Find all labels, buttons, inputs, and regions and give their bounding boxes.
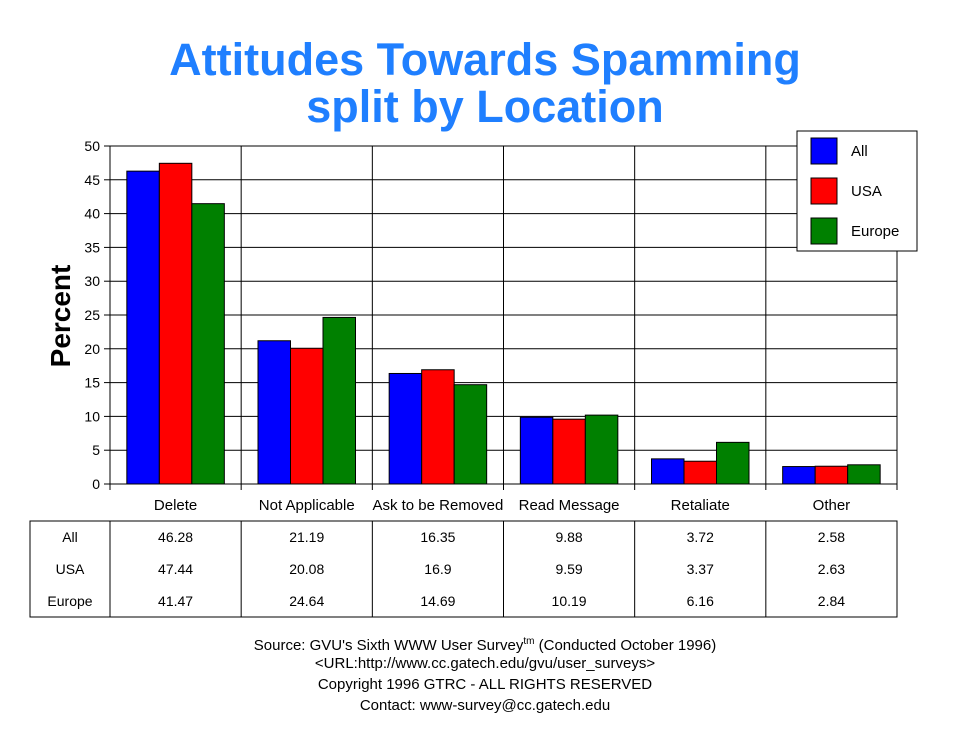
y-tick-label: 0	[92, 476, 100, 492]
legend-label: USA	[851, 183, 882, 200]
legend-swatch	[810, 137, 838, 165]
table-row-label: USA	[56, 561, 85, 577]
table-cell: 2.58	[818, 529, 845, 545]
chart-subtitle: split by Location	[306, 81, 664, 132]
footer-source-text: Source: GVU's Sixth WWW User Survey	[253, 637, 524, 654]
table-cell: 2.63	[818, 561, 845, 577]
bar-europe-ask-to-be-removed	[453, 384, 488, 485]
footer-copyright: Copyright 1996 GTRC - ALL RIGHTS RESERVE…	[317, 676, 653, 693]
table-cell: 3.72	[687, 529, 714, 545]
category-label: Ask to be Removed	[372, 497, 503, 514]
table-cell: 47.44	[158, 561, 193, 577]
bar-usa-retaliate	[683, 460, 717, 485]
bar-europe-retaliate	[716, 441, 750, 485]
bar-usa-other	[814, 465, 849, 485]
table-cell: 21.19	[289, 529, 324, 545]
legend-swatch	[810, 217, 838, 245]
plot-frame	[109, 145, 898, 485]
table-row-label: All	[62, 529, 78, 545]
y-tick-label: 10	[84, 408, 100, 424]
bar-all-other	[782, 466, 816, 485]
table-cell: 46.28	[158, 529, 193, 545]
footer-url: <URL:http://www.cc.gatech.edu/gvu/user_s…	[314, 655, 656, 672]
table-cell: 2.84	[818, 593, 845, 609]
y-tick-label: 15	[84, 375, 100, 391]
y-tick-label: 5	[92, 442, 100, 458]
table-cell: 9.59	[555, 561, 582, 577]
bar-all-not-applicable	[257, 340, 291, 485]
bar-all-read-message	[519, 416, 554, 485]
y-tick-label: 50	[84, 138, 100, 154]
table-cell: 16.35	[420, 529, 455, 545]
category-label: Read Message	[519, 497, 620, 514]
table-cell: 24.64	[289, 593, 324, 609]
bar-europe-other	[847, 464, 881, 485]
y-tick-label: 25	[84, 307, 100, 323]
footer-source-date: (Conducted October 1996)	[534, 637, 717, 654]
table-cell: 16.9	[424, 561, 451, 577]
y-tick-label: 45	[84, 172, 100, 188]
footer-trademark: tm	[523, 636, 535, 647]
table-row-label: Europe	[47, 593, 92, 609]
bar-all-ask-to-be-removed	[388, 372, 423, 485]
bar-usa-not-applicable	[290, 347, 324, 485]
table-cell: 20.08	[289, 561, 324, 577]
table-cell: 41.47	[158, 593, 193, 609]
footer-source: Source: GVU's Sixth WWW User Surveytm (C…	[0, 636, 970, 654]
bar-europe-not-applicable	[322, 316, 356, 485]
chart-title: Attitudes Towards Spamming	[169, 34, 801, 85]
category-label: Other	[813, 497, 851, 514]
y-axis-label: Percent	[45, 265, 76, 368]
bar-europe-delete	[191, 203, 225, 485]
bar-all-retaliate	[651, 458, 685, 485]
table-cell: 10.19	[552, 593, 587, 609]
bar-usa-delete	[158, 162, 193, 485]
bar-all-delete	[126, 170, 160, 485]
table-cell: 9.88	[555, 529, 582, 545]
legend-label: Europe	[851, 223, 899, 240]
y-tick-label: 30	[84, 273, 100, 289]
footer-contact: Contact: www-survey@cc.gatech.edu	[359, 697, 611, 714]
table-cell: 3.37	[687, 561, 714, 577]
bar-usa-ask-to-be-removed	[421, 369, 455, 485]
table-cell: 14.69	[420, 593, 455, 609]
y-tick-label: 40	[84, 206, 100, 222]
legend-label: All	[851, 143, 868, 160]
category-label: Not Applicable	[259, 497, 355, 514]
category-label: Delete	[154, 497, 197, 514]
bar-europe-read-message	[584, 414, 619, 485]
y-tick-label: 20	[84, 341, 100, 357]
legend-swatch	[810, 177, 838, 205]
y-tick-label: 35	[84, 239, 100, 255]
table-cell: 6.16	[687, 593, 714, 609]
category-label: Retaliate	[671, 497, 730, 514]
bar-usa-read-message	[552, 418, 586, 485]
